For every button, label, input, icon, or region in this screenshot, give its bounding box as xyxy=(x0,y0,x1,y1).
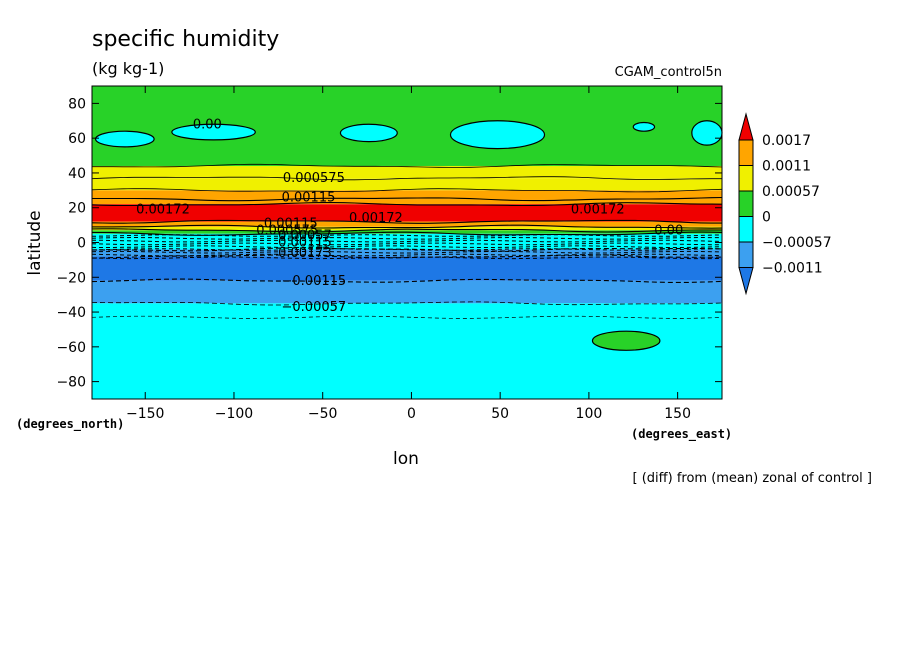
y-tick-label-5: −20 xyxy=(56,270,86,286)
x-tick-label-3: 0 xyxy=(407,406,416,422)
y-tick-label-2: 40 xyxy=(68,166,86,182)
contour-label-3: 0.00172 xyxy=(136,202,190,217)
equator-contour-0 xyxy=(91,234,723,237)
contour-label-8: 0.00057 xyxy=(278,229,332,244)
equator-contour-7 xyxy=(91,253,723,257)
contour-line-1 xyxy=(92,163,723,168)
contour-label-10: 0.00173 xyxy=(278,246,332,261)
colorbar-segment-2 xyxy=(738,190,754,217)
colorbar-arrow-top xyxy=(738,112,754,141)
band-5 xyxy=(92,204,722,222)
contour-label-12: −0.00115 xyxy=(282,274,347,289)
band-11 xyxy=(92,256,722,281)
band-7 xyxy=(92,226,722,231)
contour-label-9: 0.00115 xyxy=(278,236,332,251)
contour-line-2 xyxy=(91,176,722,181)
contour-label-1: 0.000575 xyxy=(283,171,345,186)
plot-area xyxy=(91,86,723,399)
colorbar-label-1: 0.0011 xyxy=(762,159,811,175)
contour-labels: 0.000.0005750.001150.001720.001720.00172… xyxy=(136,117,683,315)
patch-5 xyxy=(691,120,723,146)
patch-6 xyxy=(591,330,661,351)
colorbar-label-4: −0.00057 xyxy=(762,235,832,251)
contour-label-2: 0.00115 xyxy=(282,190,336,205)
contour-label-4: 0.00172 xyxy=(349,211,403,226)
y-tick-label-6: −40 xyxy=(56,305,86,321)
x-tick-label-6: 150 xyxy=(664,406,691,422)
patch-1 xyxy=(171,123,256,141)
contour-label-0: 0.00 xyxy=(193,117,222,132)
contour-line-8 xyxy=(91,228,722,233)
band-2 xyxy=(92,178,722,191)
patch-2 xyxy=(339,123,398,143)
colorbar-segment-1 xyxy=(738,165,754,192)
patch-0 xyxy=(94,130,155,148)
y-tick-label-3: 20 xyxy=(68,201,86,217)
y-tick-label-8: −80 xyxy=(56,375,86,391)
y-axis-label: latitude xyxy=(25,210,45,275)
x-axis-label: lon xyxy=(393,449,419,469)
x-tick-label-2: −50 xyxy=(308,406,338,422)
colorbar-label-0: 0.0017 xyxy=(762,133,811,149)
contour-label-5: 0.00172 xyxy=(571,202,625,217)
contour-line-7 xyxy=(92,224,723,229)
contour-line-3 xyxy=(91,188,723,193)
colorbar-label-2: 0.00057 xyxy=(762,184,820,200)
colorbar-arrow-bottom xyxy=(738,267,754,296)
contour-line-5 xyxy=(91,202,723,207)
band-4 xyxy=(92,199,722,205)
band-12 xyxy=(92,280,722,304)
y-axis: 80 60 40 20 0 −20 −40 −60 −80 xyxy=(56,96,722,391)
contour-line-4 xyxy=(92,196,723,202)
y-tick-label-4: 0 xyxy=(77,236,86,252)
y-tick-label-1: 60 xyxy=(68,131,86,147)
x-tick-label-5: 100 xyxy=(576,406,603,422)
colorbar-segment-0 xyxy=(738,139,754,166)
equator-contour-1 xyxy=(91,236,723,240)
colorbar: 0.0017 0.0011 0.00057 0 −0.00057 −0.0011 xyxy=(738,112,832,296)
contour-line-13 xyxy=(91,301,723,306)
contour-label-13: −0.00057 xyxy=(282,300,347,315)
colorbar-label-5: −0.0011 xyxy=(762,261,823,277)
equator-contour-5 xyxy=(91,248,723,251)
band-3 xyxy=(92,190,722,200)
x-tick-label-1: −100 xyxy=(215,406,253,422)
equator-contour-3 xyxy=(91,242,722,246)
x-tick-label-4: 50 xyxy=(491,406,509,422)
x-units-label: (degrees_east) xyxy=(631,427,732,442)
band-6 xyxy=(92,221,722,227)
colorbar-segment-3 xyxy=(738,216,754,243)
chart-title: specific humidity xyxy=(92,27,279,52)
band-13 xyxy=(92,303,722,399)
y-tick-label-0: 80 xyxy=(68,96,86,112)
patch-4 xyxy=(632,121,656,132)
x-tick-label-0: −150 xyxy=(126,406,164,422)
contour-line-south xyxy=(91,315,723,319)
contour-label-6: 0.00115 xyxy=(264,216,318,231)
equator-contour-8 xyxy=(91,256,723,260)
colorbar-segment-4 xyxy=(738,241,754,268)
equator-contour-6 xyxy=(91,250,723,254)
patch-3 xyxy=(449,120,546,150)
dataset-label: CGAM_control5n xyxy=(615,65,722,80)
y-units-label: (degrees_north) xyxy=(16,417,124,432)
colorbar-label-3: 0 xyxy=(762,210,771,226)
contour-label-11: 0.00 xyxy=(654,223,683,238)
contour-line-6 xyxy=(91,219,722,224)
contour-label-7: 0.000575 xyxy=(256,223,318,238)
contour-line-12 xyxy=(91,278,723,283)
x-axis: −150 −100 −50 0 50 100 150 xyxy=(126,86,691,422)
band-1 xyxy=(92,165,722,179)
equator-contour-4 xyxy=(91,245,723,248)
chart-units: (kg kg-1) xyxy=(92,59,164,78)
footnote: [ (diff) from (mean) zonal of control ] xyxy=(633,471,872,486)
equator-contour-2 xyxy=(92,239,723,243)
y-tick-label-7: −60 xyxy=(56,340,86,356)
